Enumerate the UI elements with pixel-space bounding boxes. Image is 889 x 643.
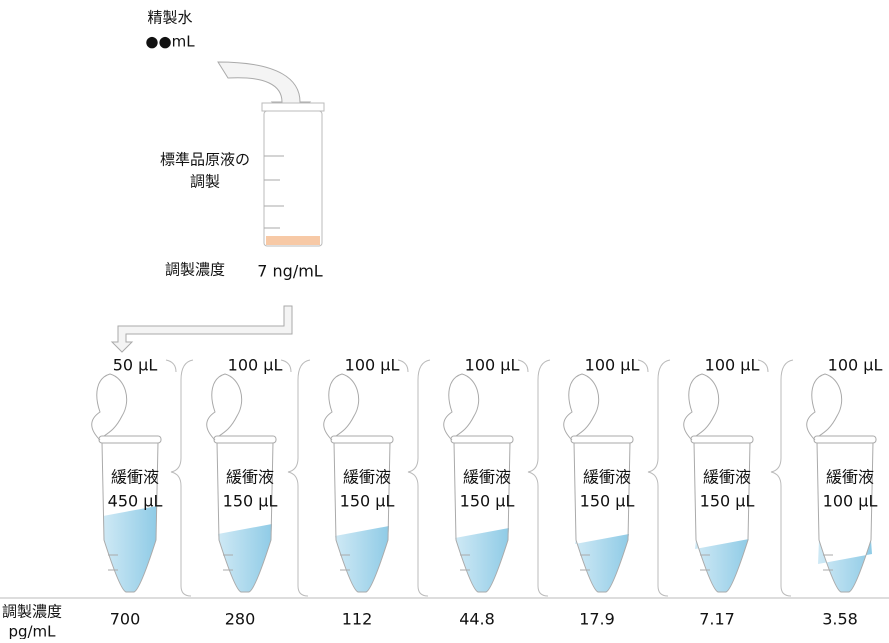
tube-liquid bbox=[818, 540, 872, 592]
concentration: 3.58 bbox=[822, 610, 858, 629]
buffer-volume: 100 µL bbox=[823, 492, 878, 511]
buffer-volume: 150 µL bbox=[580, 492, 635, 511]
tube-rim bbox=[813, 435, 877, 444]
buffer-volume: 150 µL bbox=[223, 492, 278, 511]
conc-label: 調製濃度 bbox=[2, 603, 62, 621]
buffer-label: 緩衝液 bbox=[703, 468, 751, 487]
stock-label: 標準品原液の bbox=[160, 151, 250, 169]
buffer-label: 緩衝液 bbox=[343, 468, 391, 487]
bracket bbox=[770, 359, 794, 597]
bracket bbox=[170, 359, 194, 597]
tube-cap bbox=[683, 373, 720, 441]
tube-cap bbox=[91, 373, 128, 441]
buffer-volume: 450 µL bbox=[108, 492, 163, 511]
tube-liquid bbox=[455, 528, 509, 592]
tube bbox=[693, 441, 751, 593]
buffer-label: 緩衝液 bbox=[826, 468, 874, 487]
bracket bbox=[647, 359, 671, 597]
buffer-label: 緩衝液 bbox=[583, 468, 631, 487]
tube-rim bbox=[330, 435, 394, 444]
transfer-volume: 100 µL bbox=[465, 356, 520, 375]
transfer-volume: 100 µL bbox=[345, 356, 400, 375]
tube bbox=[333, 441, 391, 593]
bracket bbox=[287, 359, 311, 597]
conc-unit: pg/mL bbox=[8, 623, 56, 640]
transfer-volume: 100 µL bbox=[828, 356, 883, 375]
stock-label: 調製 bbox=[190, 173, 220, 191]
tube bbox=[216, 441, 274, 593]
stock-powder bbox=[266, 236, 320, 245]
stock-tube bbox=[263, 110, 323, 247]
bracket-top bbox=[517, 359, 529, 373]
stock-tube-cap bbox=[261, 102, 325, 112]
tube-liquid bbox=[695, 539, 749, 592]
transfer-volume: 50 µL bbox=[113, 356, 158, 375]
buffer-label: 緩衝液 bbox=[226, 468, 274, 487]
tube bbox=[453, 441, 511, 593]
bracket-top bbox=[757, 359, 769, 373]
bracket-top bbox=[165, 359, 177, 373]
transfer-volume: 100 µL bbox=[585, 356, 640, 375]
bracket bbox=[527, 359, 551, 597]
tube-cap bbox=[563, 373, 600, 441]
stock-conc-label: 調製濃度 bbox=[165, 261, 225, 279]
tube-liquid bbox=[103, 506, 157, 592]
concentration: 44.8 bbox=[459, 610, 495, 629]
tube-liquid bbox=[575, 534, 629, 592]
bracket-top bbox=[280, 359, 292, 373]
stock-tube-scale bbox=[264, 155, 284, 229]
tube-rim bbox=[213, 435, 277, 444]
transfer-arrow bbox=[110, 305, 293, 353]
tube-liquid bbox=[335, 526, 389, 592]
tube-cap bbox=[806, 373, 843, 441]
tube-cap bbox=[206, 373, 243, 441]
concentration: 17.9 bbox=[579, 610, 615, 629]
stock-conc: 7 ng/mL bbox=[257, 262, 323, 281]
concentration: 7.17 bbox=[699, 610, 735, 629]
tube-cap bbox=[323, 373, 360, 441]
buffer-label: 緩衝液 bbox=[111, 468, 159, 487]
tube bbox=[101, 441, 159, 593]
tube-rim bbox=[690, 435, 754, 444]
tube bbox=[573, 441, 631, 593]
buffer-volume: 150 µL bbox=[700, 492, 755, 511]
tube-rim bbox=[570, 435, 634, 444]
tube-rim bbox=[450, 435, 514, 444]
tube bbox=[816, 441, 874, 593]
transfer-volume: 100 µL bbox=[228, 356, 283, 375]
concentration: 280 bbox=[225, 610, 256, 629]
buffer-volume: 150 µL bbox=[340, 492, 395, 511]
water-amount: ●●mL bbox=[145, 33, 195, 51]
bracket bbox=[407, 359, 431, 597]
buffer-volume: 150 µL bbox=[460, 492, 515, 511]
buffer-label: 緩衝液 bbox=[463, 468, 511, 487]
transfer-volume: 100 µL bbox=[705, 356, 760, 375]
bracket-top bbox=[397, 359, 409, 373]
concentration: 112 bbox=[342, 610, 373, 629]
tube-cap bbox=[443, 373, 480, 441]
concentration: 700 bbox=[110, 610, 141, 629]
tube-rim bbox=[98, 435, 162, 444]
water-label: 精製水 bbox=[147, 9, 192, 27]
bracket-top bbox=[637, 359, 649, 373]
tube-liquid bbox=[218, 524, 272, 592]
